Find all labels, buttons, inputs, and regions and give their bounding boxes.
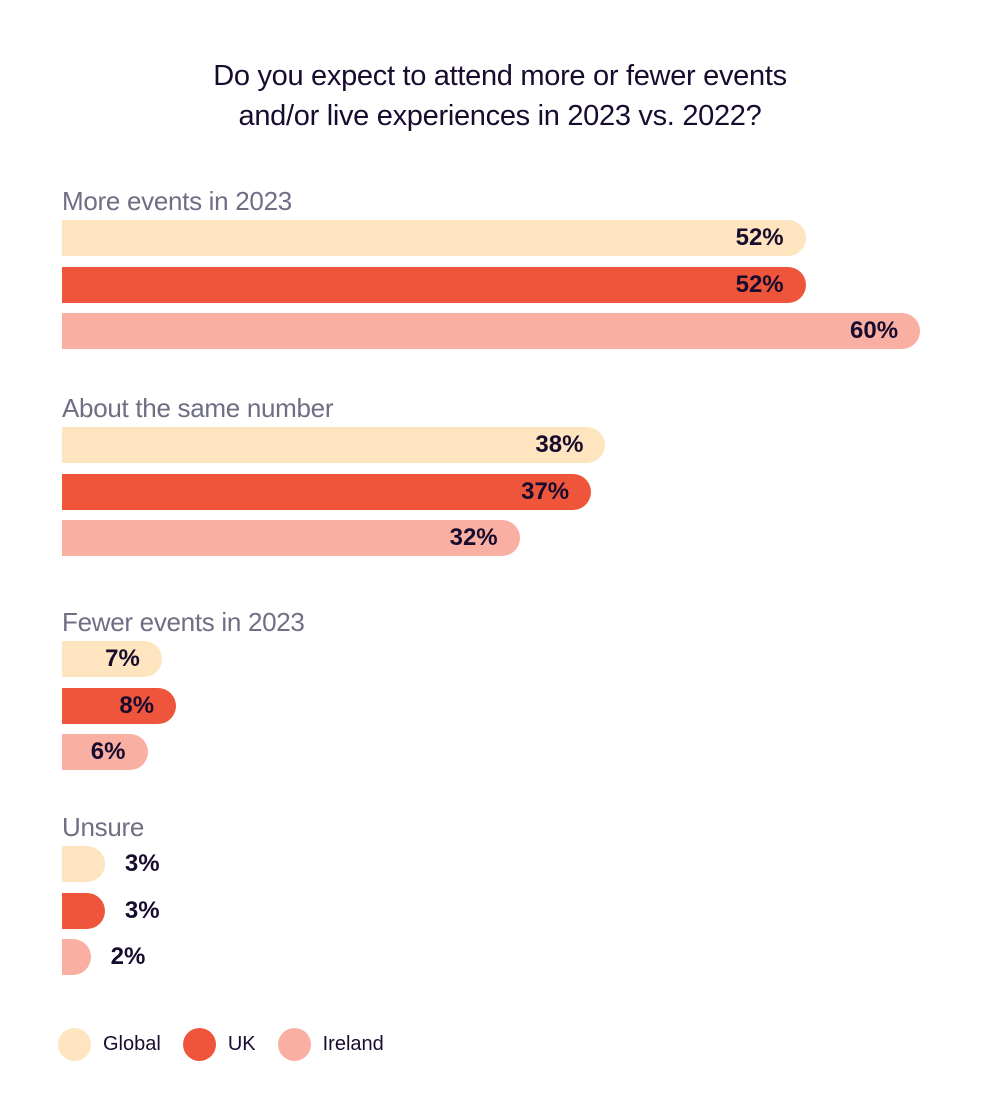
value-label-more-uk: 52%: [735, 270, 784, 298]
group-label-same: About the same number: [62, 393, 334, 423]
bar-more-global: [62, 220, 806, 256]
legend-label-ireland: Ireland: [322, 1033, 384, 1055]
value-label-unsure-ireland: 2%: [110, 943, 146, 970]
value-label-same-ireland: 32%: [449, 524, 498, 551]
legend: Global UK Ireland: [58, 1028, 406, 1061]
bar-fewer-uk: [62, 687, 177, 724]
chart-title-line-2: and/or live experiences in 2023 vs. 2022…: [238, 100, 762, 132]
group-label-fewer: Fewer events in 2023: [62, 607, 305, 637]
value-label-same-uk: 37%: [521, 477, 570, 505]
group-label-more: More events in 2023: [62, 186, 292, 216]
value-label-more-global: 52%: [735, 224, 784, 251]
bar-unsure-global: [62, 846, 105, 882]
bar-same-uk: [62, 473, 592, 510]
value-label-unsure-uk: 3%: [124, 896, 160, 924]
legend-swatch-global: [58, 1028, 91, 1061]
value-label-fewer-global: 7%: [105, 645, 140, 672]
value-label-fewer-ireland: 6%: [90, 738, 126, 765]
bar-unsure-uk: [62, 892, 105, 929]
legend-label-global: Global: [103, 1033, 161, 1055]
bar-more-ireland: [62, 313, 920, 349]
chart-title-line-1: Do you expect to attend more or fewer ev…: [213, 60, 787, 92]
value-label-more-ireland: 60%: [850, 317, 899, 344]
legend-label-uk: UK: [227, 1033, 256, 1055]
bar-more-uk: [62, 266, 806, 303]
legend-item-uk: UK: [182, 1028, 256, 1061]
value-label-fewer-uk: 8%: [119, 691, 155, 719]
legend-swatch-ireland: [277, 1028, 311, 1061]
value-label-unsure-global: 3%: [124, 850, 160, 877]
legend-item-ireland: Ireland: [277, 1028, 384, 1061]
group-label-unsure: Unsure: [62, 812, 145, 842]
bar-fewer-ireland: [62, 734, 148, 770]
legend-swatch-uk: [182, 1028, 216, 1061]
value-label-same-global: 38%: [535, 431, 584, 458]
legend-item-global: Global: [58, 1028, 161, 1061]
bar-same-global: [62, 427, 606, 463]
bar-same-ireland: [62, 520, 520, 556]
bar-fewer-global: [62, 641, 163, 677]
bar-unsure-ireland: [62, 939, 91, 975]
